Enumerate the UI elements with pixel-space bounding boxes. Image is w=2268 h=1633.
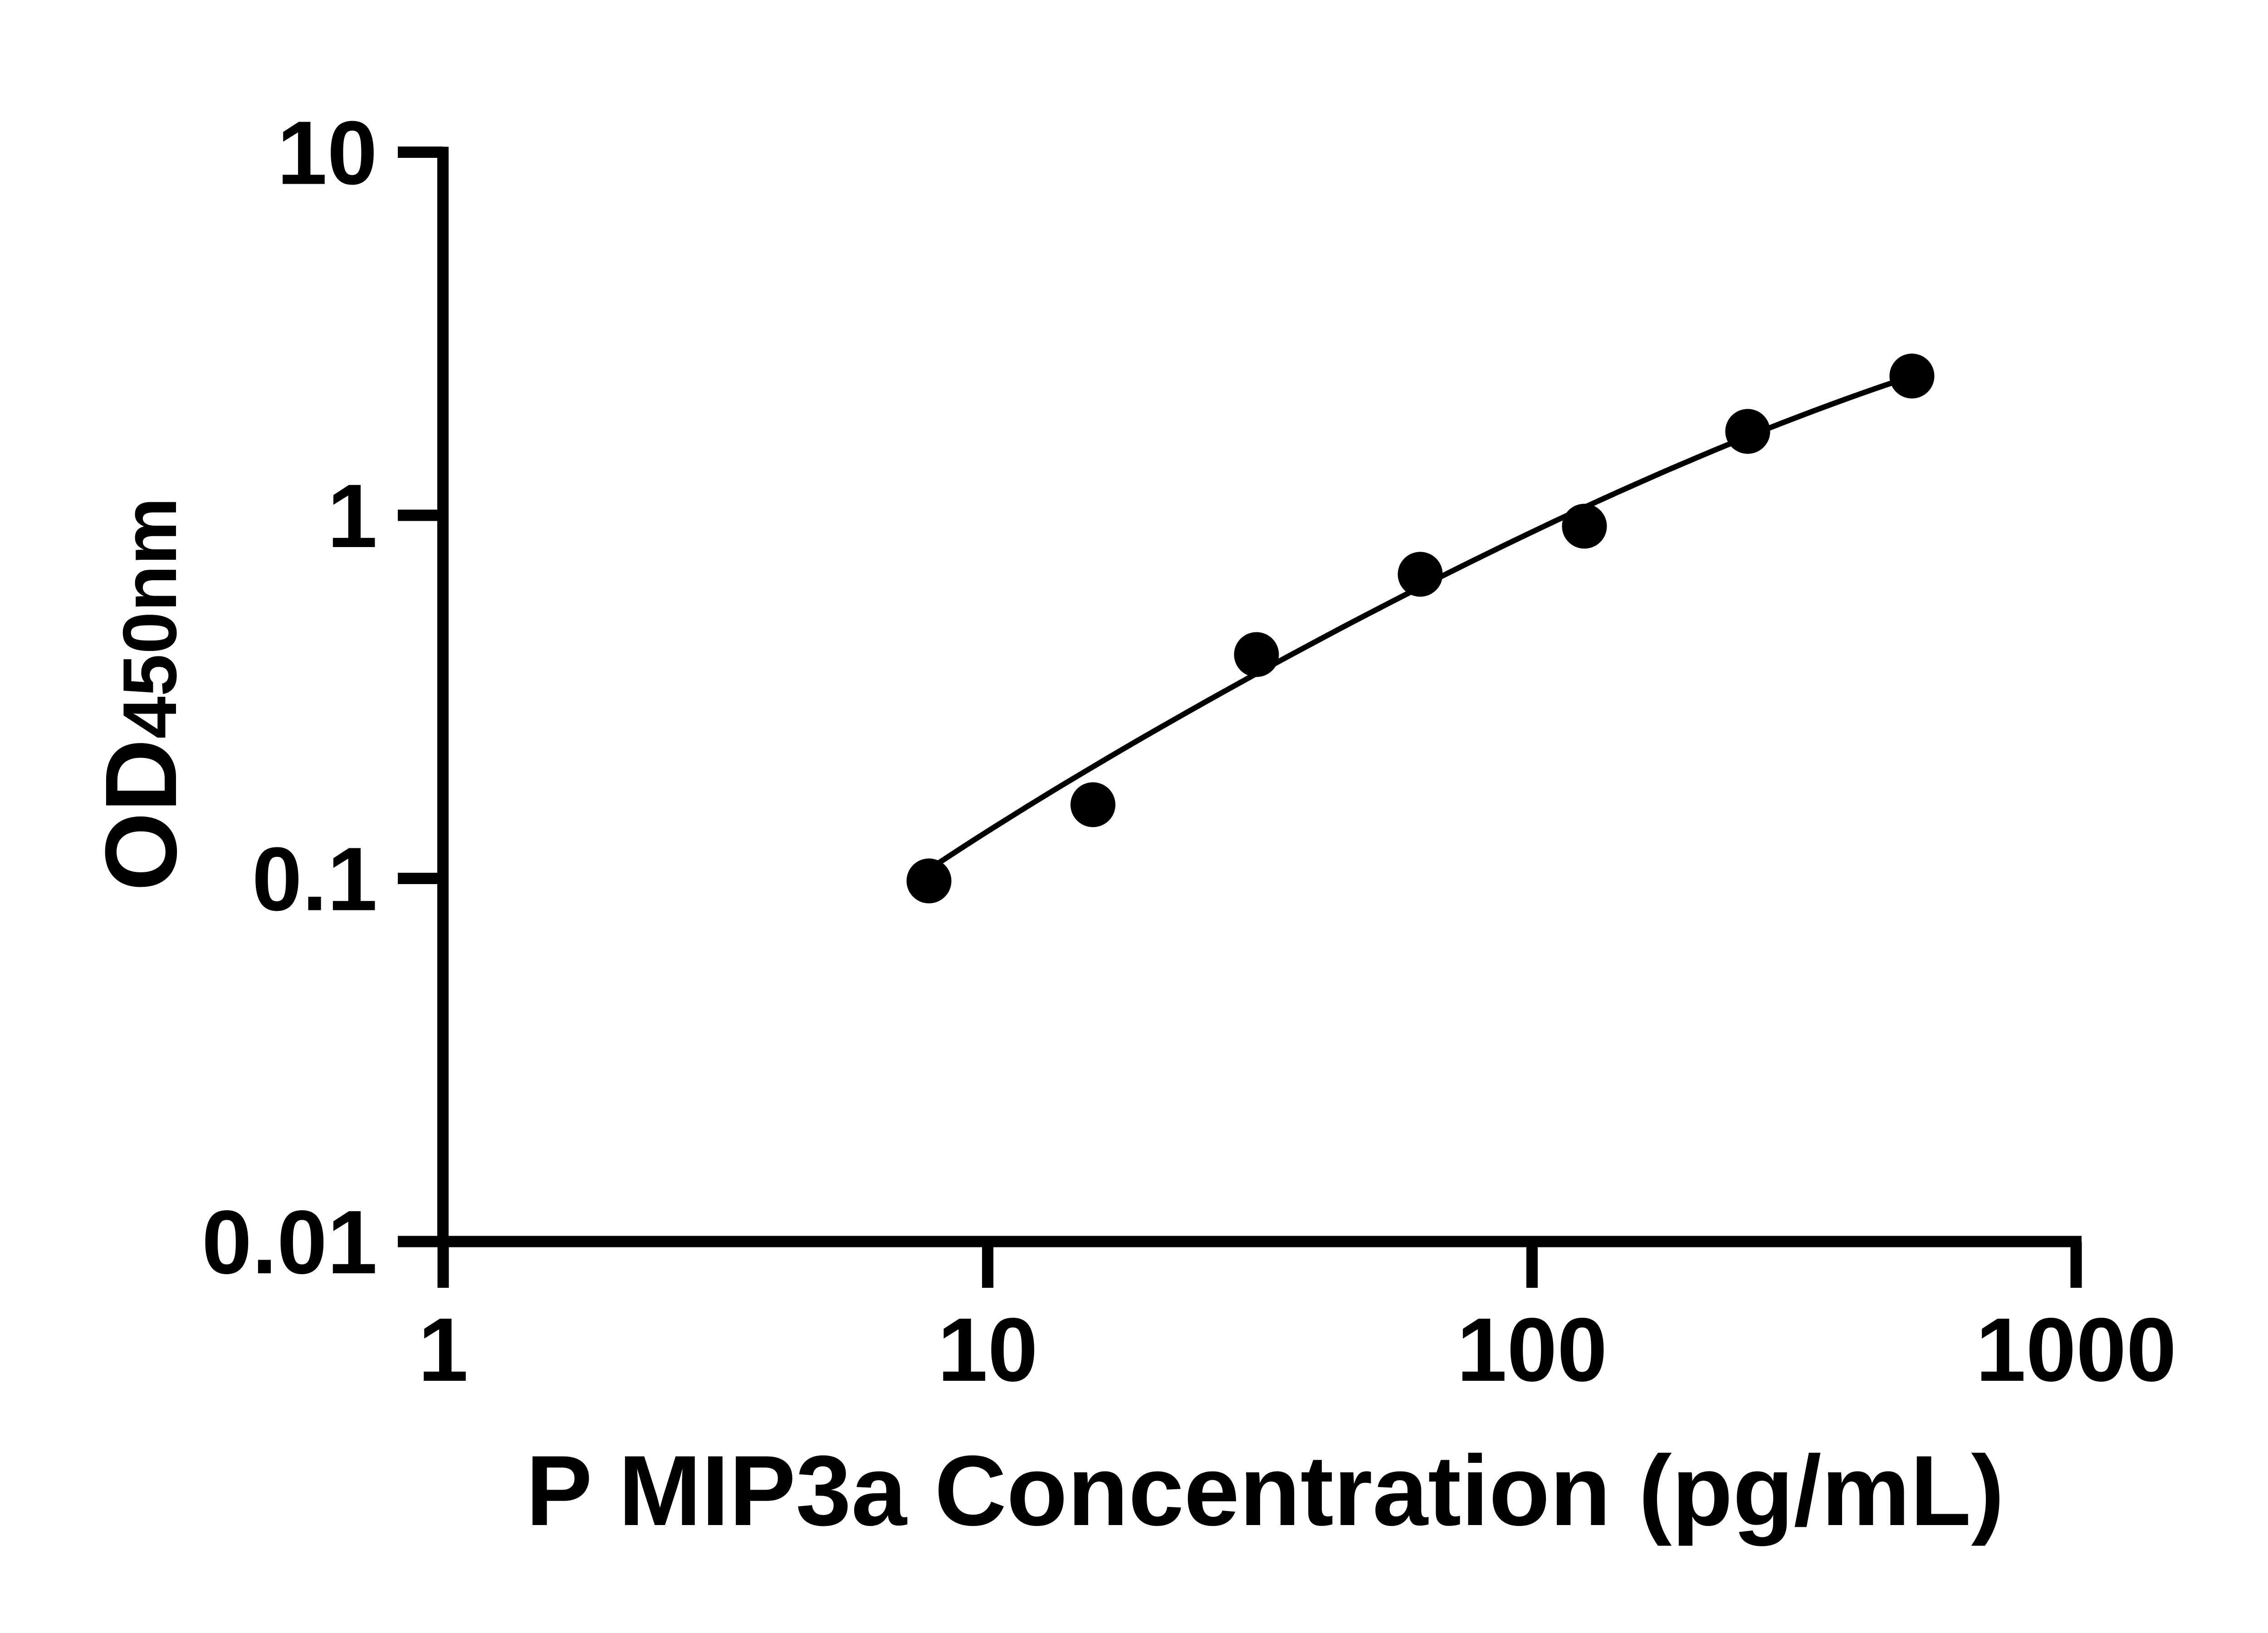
svg-text:100: 100 — [1457, 1300, 1607, 1400]
svg-text:P MIP3a Concentration (pg/mL): P MIP3a Concentration (pg/mL) — [526, 1435, 2004, 1546]
svg-text:10: 10 — [277, 103, 377, 204]
svg-text:1: 1 — [327, 466, 377, 567]
svg-text:1000: 1000 — [1976, 1300, 2177, 1400]
svg-text:10: 10 — [938, 1300, 1038, 1400]
svg-text:0.01: 0.01 — [202, 1192, 377, 1293]
svg-text:0.1: 0.1 — [252, 829, 377, 930]
svg-text:1: 1 — [418, 1300, 469, 1400]
svg-text:OD450nm: OD450nm — [84, 497, 198, 891]
